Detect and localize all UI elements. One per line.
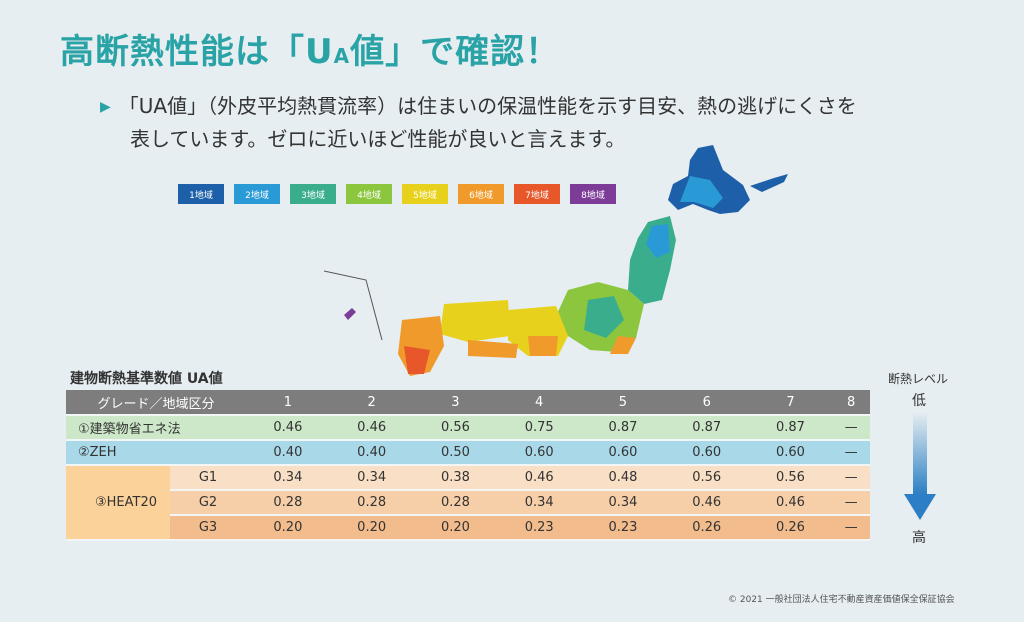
table-cell: 0.50 <box>413 440 498 466</box>
row-label: ①建築物省エネ法 <box>66 415 246 441</box>
table-cell: 0.34 <box>329 465 414 491</box>
table-cell: 0.87 <box>664 415 749 441</box>
insulation-level-label: 断熱レベル <box>888 372 949 386</box>
header-region-3: 3 <box>413 390 498 416</box>
table-cell: 0.23 <box>497 515 582 541</box>
header-region-4: 4 <box>497 390 582 416</box>
copyright: © 2021 一般社団法人住宅不動産資産価値保全保証協会 <box>728 595 955 605</box>
arrow-down-icon <box>904 412 936 520</box>
table-cell: 0.40 <box>246 440 330 466</box>
description-line-1: 「UA値」（外皮平均熱貫流率）は住まいの保温性能を示す目安、熱の逃げにくさを <box>118 94 857 118</box>
legend-region-7: 7地域 <box>514 184 560 204</box>
table-cell: 0.60 <box>664 440 749 466</box>
table-cell: 0.26 <box>664 515 749 541</box>
ua-value-table: グレード／地域区分 1 2 3 4 5 6 7 8 ①建築物省エネ法 0.46 … <box>66 390 870 541</box>
table-cell: 0.87 <box>581 415 665 441</box>
row-label-heat20: ③HEAT20 <box>66 465 170 541</box>
legend-region-2: 2地域 <box>234 184 280 204</box>
table-cell: 0.20 <box>329 515 414 541</box>
table-cell: 0.60 <box>581 440 665 466</box>
header-region-5: 5 <box>581 390 665 416</box>
chugoku-shape <box>440 300 510 342</box>
title-text-post: 値」で確認！ <box>350 32 561 72</box>
table-cell: 0.26 <box>748 515 833 541</box>
japan-region-map <box>323 145 788 376</box>
table-cell: 0.46 <box>497 465 582 491</box>
table-cell: 0.46 <box>246 415 330 441</box>
title-text-sub: A <box>333 44 351 68</box>
table-cell: — <box>832 490 870 516</box>
table-cell: 0.56 <box>413 415 498 441</box>
table-row-g1: ③HEAT20 G1 0.34 0.34 0.38 0.46 0.48 0.56… <box>66 465 870 541</box>
table-cell: 0.28 <box>413 490 498 516</box>
table-cell: 0.56 <box>748 465 833 491</box>
header-region-1: 1 <box>246 390 330 416</box>
header-grade: グレード／地域区分 <box>66 390 246 416</box>
table-cell: 0.38 <box>413 465 498 491</box>
table-cell: 0.34 <box>497 490 582 516</box>
table-cell: 0.23 <box>581 515 665 541</box>
legend-region-6: 6地域 <box>458 184 504 204</box>
row-sublabel: G1 <box>170 465 246 491</box>
legend-region-4: 4地域 <box>346 184 392 204</box>
description: ▶ 「UA値」（外皮平均熱貫流率）は住まいの保温性能を示す目安、熱の逃げにくさを … <box>100 90 980 155</box>
table-row-kensho: ①建築物省エネ法 0.46 0.46 0.56 0.75 0.87 0.87 0… <box>66 415 870 441</box>
table-cell: 0.34 <box>246 465 330 491</box>
table-cell: — <box>832 465 870 491</box>
table-cell: 0.34 <box>581 490 665 516</box>
table-cell: 0.46 <box>329 415 414 441</box>
table-cell: 0.87 <box>748 415 833 441</box>
table-cell: 0.60 <box>748 440 833 466</box>
region-legend: 1地域 2地域 3地域 4地域 5地域 6地域 7地域 8地域 <box>178 184 616 204</box>
table-header-row: グレード／地域区分 1 2 3 4 5 6 7 8 <box>66 390 870 416</box>
description-line-2: 表しています。ゼロに近いほど性能が良いと言えます。 <box>130 127 626 151</box>
table-cell: 0.20 <box>246 515 330 541</box>
table-cell: — <box>832 415 870 441</box>
title-text-pre: 高断熱性能は「U <box>60 32 334 72</box>
table-cell: — <box>832 440 870 466</box>
header-region-7: 7 <box>748 390 833 416</box>
okinawa-shape <box>344 308 356 320</box>
insulation-level-high: 高 <box>912 530 926 546</box>
row-sublabel: G3 <box>170 515 246 541</box>
shikoku-shape <box>468 340 518 358</box>
legend-region-5: 5地域 <box>402 184 448 204</box>
table-cell: — <box>832 515 870 541</box>
legend-region-3: 3地域 <box>290 184 336 204</box>
legend-region-8: 8地域 <box>570 184 616 204</box>
table-cell: 0.40 <box>329 440 414 466</box>
table-row-g3: G3 0.20 0.20 0.20 0.23 0.23 0.26 0.26 — <box>66 515 870 541</box>
table-cell: 0.46 <box>748 490 833 516</box>
table-title: 建物断熱基準数値 UA値 <box>70 371 223 387</box>
insulation-level-low: 低 <box>912 393 926 409</box>
table-cell: 0.48 <box>581 465 665 491</box>
row-sublabel: G2 <box>170 490 246 516</box>
header-region-8: 8 <box>832 390 870 416</box>
legend-region-1: 1地域 <box>178 184 224 204</box>
table-cell: 0.28 <box>246 490 330 516</box>
table-cell: 0.56 <box>664 465 749 491</box>
header-region-2: 2 <box>329 390 414 416</box>
table-row-zeh: ②ZEH 0.40 0.40 0.50 0.60 0.60 0.60 0.60 … <box>66 440 870 466</box>
table-row-g2: G2 0.28 0.28 0.28 0.34 0.34 0.46 0.46 — <box>66 490 870 516</box>
row-label: ②ZEH <box>66 440 246 466</box>
table-cell: 0.75 <box>497 415 582 441</box>
page-title: 高断熱性能は「UA値」で確認！ <box>60 24 560 73</box>
header-region-6: 6 <box>664 390 749 416</box>
table-cell: 0.60 <box>497 440 582 466</box>
table-cell: 0.20 <box>413 515 498 541</box>
table-cell: 0.28 <box>329 490 414 516</box>
table-cell: 0.46 <box>664 490 749 516</box>
bullet-triangle-icon: ▶ <box>100 99 111 115</box>
